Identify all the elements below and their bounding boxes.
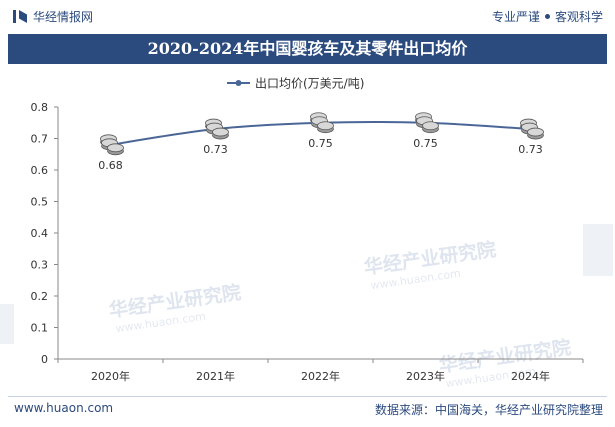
data-label: 0.75 — [308, 137, 333, 150]
tagline-left: 专业严谨 — [491, 10, 540, 24]
tagline-right: 客观科学 — [554, 10, 603, 24]
top-bar: 华经情报网 专业严谨 客观科学 — [0, 0, 615, 34]
y-tick-label: 0.4 — [31, 227, 49, 240]
brand-name: 华经情报网 — [33, 10, 94, 24]
y-tick-label: 0.1 — [31, 322, 49, 335]
x-tick-label: 2021年 — [196, 369, 235, 383]
data-label: 0.73 — [518, 143, 543, 156]
y-tick-label: 0 — [41, 353, 48, 366]
watermark-shape — [0, 304, 14, 344]
y-tick-label: 0.2 — [31, 290, 49, 303]
coin-top — [317, 121, 334, 131]
coin-top — [527, 127, 544, 137]
coin-top — [422, 121, 439, 131]
x-tick-label: 2022年 — [301, 369, 340, 383]
watermark-shape — [583, 224, 613, 276]
watermark-layer: 华经产业研究院www.huaon.com华经产业研究院www.huaon.com… — [0, 224, 613, 390]
data-point-coin-icon — [310, 112, 334, 134]
y-tick-label: 0.5 — [31, 196, 49, 209]
x-tick-label: 2020年 — [91, 369, 130, 383]
legend-label: 出口均价(万美元/吨) — [255, 77, 364, 91]
y-tick-label: 0.3 — [31, 259, 49, 272]
coin-top — [212, 127, 229, 137]
chart-title: 2020-2024年中国婴孩车及其零件出口均价 — [147, 39, 468, 58]
data-label: 0.73 — [203, 143, 228, 156]
y-tick-label: 0.6 — [31, 164, 49, 177]
series-layer — [100, 112, 544, 156]
footer-source: 数据来源：中国海关，华经产业研究院整理 — [374, 403, 603, 417]
bullet-dot-icon — [544, 14, 550, 19]
y-tick-label: 0.8 — [31, 101, 49, 114]
data-point-coin-icon — [205, 118, 229, 140]
x-tick-label: 2024年 — [511, 369, 550, 383]
x-tick-label: 2023年 — [406, 369, 445, 383]
line-chart: 华经产业研究院www.huaon.com华经产业研究院www.huaon.com… — [0, 77, 613, 390]
y-tick-label: 0.7 — [31, 133, 49, 146]
data-point-coin-icon — [415, 112, 439, 134]
coin-top — [107, 143, 124, 153]
footer-website: www.huaon.com — [14, 401, 114, 415]
brand-logo-icon — [13, 10, 16, 23]
data-label: 0.75 — [413, 137, 438, 150]
brand-logo-flag-icon — [19, 10, 27, 23]
data-point-coin-icon — [100, 134, 124, 156]
axes: 0 0.1 0.2 0.3 0.4 0.5 0.6 0.7 0.8 2020年 2021年 2022年… — [31, 101, 584, 383]
data-label: 0.68 — [98, 159, 123, 172]
data-point-coin-icon — [520, 118, 544, 140]
title-bar: 2020-2024年中国婴孩车及其零件出口均价 — [8, 34, 607, 64]
data-labels-layer: 0.68 0.73 0.75 0.75 0.73 — [98, 137, 543, 172]
footer-divider — [8, 396, 607, 397]
legend: 出口均价(万美元/吨) — [227, 77, 364, 91]
tagline: 专业严谨 客观科学 — [492, 8, 603, 25]
legend-marker-swatch — [235, 80, 242, 86]
